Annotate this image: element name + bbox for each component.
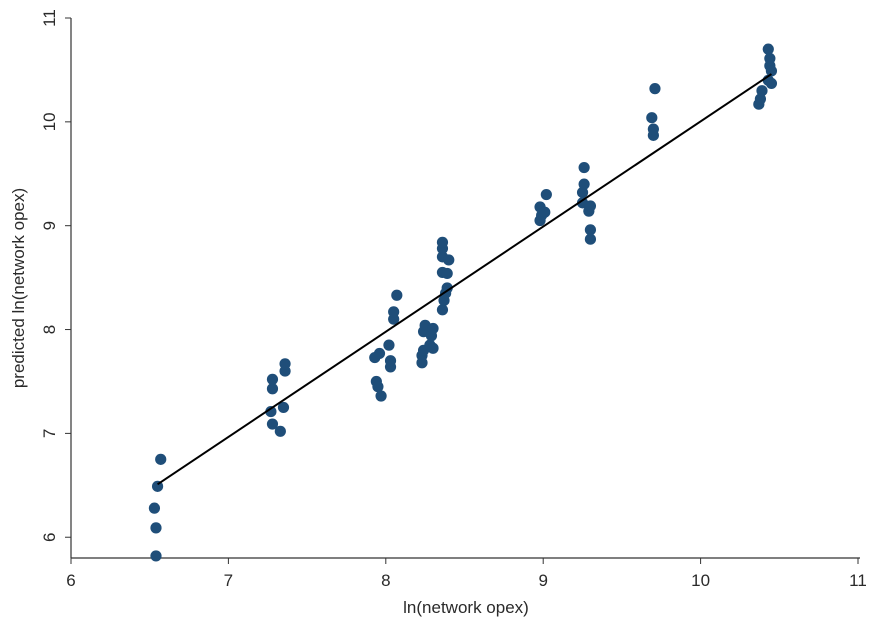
y-tick-label: 8 bbox=[40, 325, 59, 334]
data-point bbox=[373, 347, 386, 360]
y-tick-label: 9 bbox=[40, 221, 59, 230]
data-point bbox=[754, 93, 767, 105]
fit-line bbox=[157, 73, 772, 486]
data-point bbox=[443, 254, 455, 266]
data-point bbox=[584, 224, 597, 236]
x-tick-label: 6 bbox=[66, 571, 75, 590]
y-axis-title: predicted ln(network opex) bbox=[9, 188, 28, 388]
data-point bbox=[274, 425, 286, 437]
data-point bbox=[384, 355, 397, 367]
data-point bbox=[265, 405, 277, 418]
data-point bbox=[578, 178, 590, 190]
data-point bbox=[576, 186, 589, 199]
data-point bbox=[388, 306, 400, 318]
y-tick-label: 7 bbox=[40, 429, 59, 438]
data-point bbox=[578, 161, 590, 174]
x-tick-label: 9 bbox=[538, 571, 547, 590]
data-point bbox=[375, 390, 387, 402]
data-point bbox=[764, 52, 776, 65]
data-point bbox=[155, 453, 167, 465]
data-point bbox=[441, 282, 453, 294]
data-point bbox=[150, 522, 162, 534]
data-point bbox=[540, 188, 552, 201]
data-point bbox=[647, 123, 659, 135]
data-point bbox=[383, 339, 395, 351]
axes: 6 7 8 9 10 11 6 7 8 9 10 11 bbox=[40, 9, 867, 590]
data-point bbox=[427, 322, 439, 335]
x-axis-title: ln(network opex) bbox=[403, 598, 529, 617]
data-point bbox=[150, 550, 162, 562]
data-point bbox=[584, 200, 597, 212]
data-point bbox=[266, 418, 279, 430]
y-tick-label: 11 bbox=[40, 9, 59, 27]
y-tick-label: 6 bbox=[40, 532, 59, 541]
x-tick-label: 11 bbox=[849, 571, 867, 590]
data-point bbox=[436, 304, 449, 316]
y-tick-label: 10 bbox=[40, 112, 59, 131]
x-tick-label: 8 bbox=[381, 571, 390, 590]
data-point bbox=[584, 233, 597, 245]
data-point bbox=[266, 373, 279, 385]
data-point bbox=[372, 381, 384, 393]
fit-line-group bbox=[157, 73, 772, 486]
data-point bbox=[266, 383, 279, 395]
x-tick-label: 10 bbox=[691, 571, 710, 590]
data-point bbox=[148, 502, 161, 514]
data-point bbox=[756, 85, 768, 97]
data-point bbox=[765, 65, 778, 77]
data-point bbox=[539, 206, 551, 218]
data-points bbox=[148, 43, 778, 562]
data-point bbox=[279, 358, 291, 370]
data-point bbox=[646, 112, 658, 124]
x-tick-label: 7 bbox=[224, 571, 233, 590]
data-point bbox=[441, 267, 453, 280]
data-point bbox=[762, 43, 774, 55]
data-point bbox=[436, 236, 449, 248]
data-point bbox=[277, 401, 290, 414]
data-point bbox=[765, 77, 778, 90]
data-point bbox=[427, 342, 439, 354]
data-point bbox=[391, 289, 403, 301]
data-point bbox=[649, 83, 661, 95]
